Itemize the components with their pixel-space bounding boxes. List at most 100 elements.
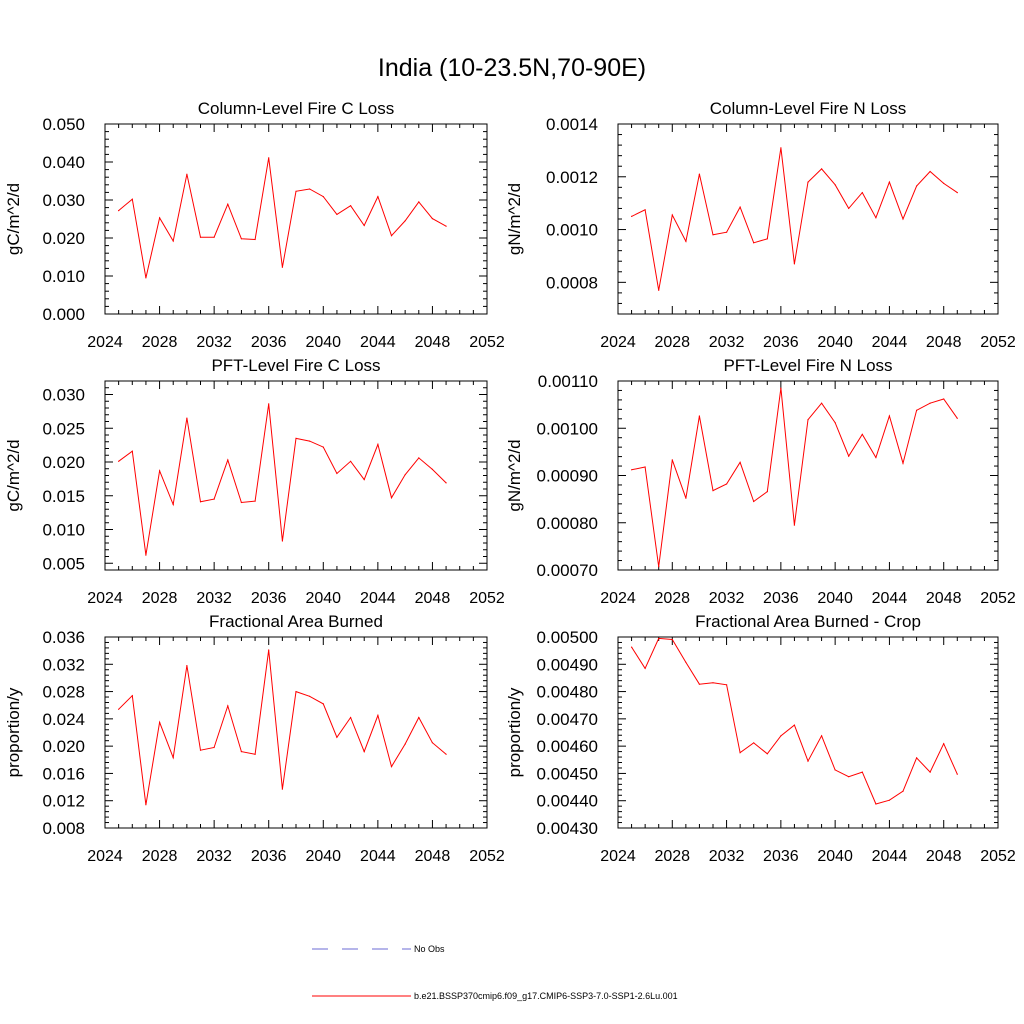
data-point — [213, 498, 215, 500]
y-axis-label: proportion/y — [4, 687, 23, 777]
data-point — [821, 168, 823, 170]
data-point — [322, 703, 324, 705]
data-point — [431, 218, 433, 220]
y-tick-label: 0.010 — [42, 521, 85, 540]
data-point — [943, 182, 945, 184]
data-point — [404, 474, 406, 476]
data-point — [726, 483, 728, 485]
panel-title: PFT-Level Fire C Loss — [211, 356, 380, 375]
data-point — [631, 646, 633, 648]
chart-panel: Column-Level Fire N Loss 2024 2028 2032 2036… — [505, 99, 1016, 351]
x-tick-label: 2028 — [654, 590, 690, 607]
data-point — [780, 147, 782, 149]
data-point — [631, 469, 633, 471]
data-point — [956, 773, 958, 775]
data-point — [821, 402, 823, 404]
data-point — [431, 468, 433, 470]
x-tick-label: 2040 — [817, 590, 853, 607]
data-point — [118, 210, 120, 212]
data-point — [861, 433, 863, 435]
data-point — [350, 460, 352, 462]
data-point — [118, 460, 120, 462]
data-point — [861, 771, 863, 773]
y-tick-label: 0.000 — [42, 305, 85, 324]
data-point — [199, 501, 202, 503]
x-tick-label: 2024 — [87, 848, 123, 865]
data-point — [213, 746, 215, 749]
data-point — [685, 497, 687, 499]
x-tick-label: 2044 — [360, 334, 396, 351]
y-tick-label: 0.005 — [42, 554, 85, 573]
x-tick-label: 2024 — [600, 590, 636, 607]
y-tick-label: 0.010 — [42, 267, 85, 286]
x-tick-label: 2048 — [926, 590, 962, 607]
data-point — [929, 771, 931, 773]
y-tick-label: 0.00080 — [537, 514, 598, 533]
data-point — [172, 240, 174, 242]
x-tick-label: 2048 — [926, 848, 962, 865]
series-line — [631, 637, 958, 805]
data-point — [766, 753, 768, 755]
x-tick-label: 2044 — [360, 590, 396, 607]
legend: No Obs b.e21.BSSP370cmip6.f09_g17.CMIP6-… — [312, 944, 678, 1001]
x-tick-label: 2032 — [196, 848, 232, 865]
y-tick-label: 0.00470 — [537, 710, 598, 729]
data-point — [766, 238, 768, 240]
legend-series-label: b.e21.BSSP370cmip6.f09_g17.CMIP6-SSP3-7.… — [414, 991, 678, 1001]
panel-title: Fractional Area Burned - Crop — [695, 612, 921, 631]
data-point — [363, 751, 365, 753]
data-point — [685, 661, 687, 664]
data-point — [753, 742, 755, 744]
data-point — [418, 201, 420, 203]
data-point — [131, 695, 133, 697]
data-point — [658, 637, 660, 640]
data-point — [875, 803, 877, 805]
y-tick-label: 0.00110 — [538, 372, 598, 391]
data-point — [240, 238, 242, 240]
data-point — [712, 490, 714, 492]
y-tick-label: 0.036 — [42, 628, 85, 647]
x-tick-label: 2048 — [415, 334, 451, 351]
data-point — [671, 459, 673, 461]
data-point — [295, 190, 297, 192]
chart-panel: Fractional Area Burned 2024 2028 2032 2036 20… — [4, 612, 505, 865]
data-point — [916, 185, 918, 187]
data-point — [793, 524, 796, 526]
data-point — [186, 665, 188, 667]
y-tick-label: 0.00100 — [537, 419, 598, 438]
data-point — [875, 217, 877, 219]
y-tick-label: 0.030 — [42, 191, 85, 210]
data-point — [322, 446, 324, 448]
data-point — [350, 716, 352, 719]
data-point — [753, 242, 755, 244]
data-point — [418, 716, 420, 719]
y-tick-label: 0.008 — [42, 819, 85, 838]
legend-obs-label: No Obs — [414, 944, 445, 954]
data-point — [916, 757, 918, 759]
y-tick-label: 0.032 — [42, 655, 85, 674]
data-point — [848, 207, 850, 209]
data-point — [902, 790, 904, 792]
data-point — [712, 234, 714, 236]
data-point — [186, 417, 188, 419]
data-point — [240, 501, 242, 504]
data-point — [956, 192, 958, 194]
data-point — [363, 479, 365, 481]
data-point — [445, 753, 447, 755]
panels: Column-Level Fire C Loss 2024 2028 2032 2036… — [4, 99, 1016, 865]
panel-title: Fractional Area Burned — [209, 612, 383, 631]
data-point — [861, 192, 863, 194]
data-point — [888, 799, 891, 801]
data-point — [199, 749, 202, 751]
data-point — [213, 236, 215, 238]
y-tick-label: 0.00500 — [537, 628, 598, 647]
data-point — [145, 277, 147, 279]
data-point — [698, 683, 701, 685]
data-point — [240, 751, 242, 753]
x-tick-label: 2052 — [980, 848, 1016, 865]
chart-panel: Column-Level Fire C Loss 2024 2028 2032 2036… — [4, 99, 505, 351]
x-tick-label: 2028 — [142, 848, 178, 865]
x-tick-label: 2040 — [817, 848, 853, 865]
x-tick-label: 2036 — [251, 334, 287, 351]
